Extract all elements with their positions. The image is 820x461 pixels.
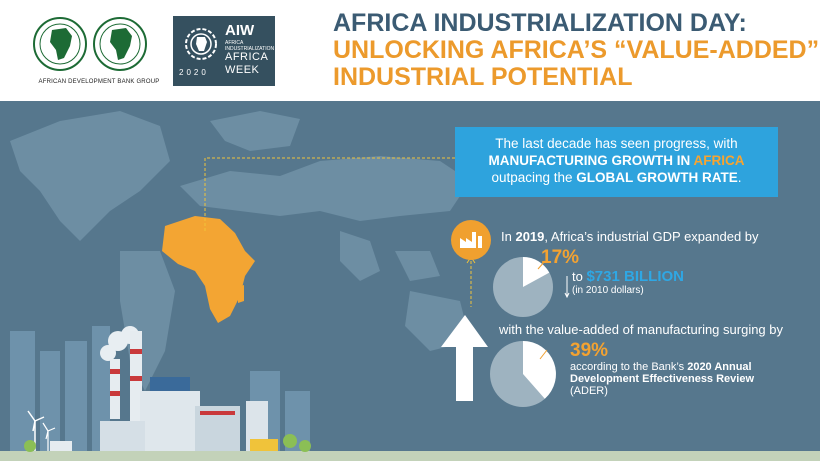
callout-line3c: . <box>737 170 742 185</box>
stat1-to: to <box>572 269 587 284</box>
aiw-africa: AFRICA <box>225 51 269 63</box>
stat1-amount: $731 BILLION <box>586 268 684 285</box>
stat2-line1: according to the Bank’s <box>570 361 688 373</box>
stat1-note: (in 2010 dollars) <box>572 285 644 296</box>
headline-line1: AFRICA INDUSTRIALIZATION DAY: <box>333 9 747 37</box>
stat2-percent: 39% <box>570 340 609 361</box>
africa-highlight <box>162 216 255 323</box>
stat2-line1b: 2020 Annual <box>687 361 752 373</box>
stat1-in: In <box>501 229 516 244</box>
infographic-body: The last decade has seen progress, with … <box>0 101 820 461</box>
callout-line2b: AFRICA <box>693 153 745 168</box>
callout-line3a: outpacing the <box>491 170 577 185</box>
stat1-rest: , Africa’s industrial GDP expanded by <box>544 229 759 244</box>
aiw-logo: AIW AFRICA INDUSTRIALIZATION AFRICA WEEK… <box>173 16 275 86</box>
stat1-text: In 2019, Africa’s industrial GDP expande… <box>501 229 759 244</box>
factory-icon <box>451 220 491 260</box>
stat1-year: 2019 <box>515 229 545 244</box>
aiw-year: 2020 <box>179 68 209 77</box>
callout-box: The last decade has seen progress, with … <box>455 127 778 197</box>
aiw-subtitle: AFRICA INDUSTRIALIZATION <box>225 40 274 52</box>
aiw-week: WEEK <box>225 64 260 76</box>
stat2-source: according to the Bank’s 2020 Annual Deve… <box>570 361 754 397</box>
stat2-line3: (ADER) <box>570 385 608 397</box>
page-title: AFRICA INDUSTRIALIZATION DAY: UNLOCKING … <box>333 10 819 91</box>
stat2-line2: Development Effectiveness Review <box>570 373 755 385</box>
afdb-logo <box>33 17 147 71</box>
afdb-caption: AFRICAN DEVELOPMENT BANK GROUP <box>38 79 160 85</box>
stat2-text: with the value-added of manufacturing su… <box>499 322 784 337</box>
headline-line3: INDUSTRIAL POTENTIAL <box>333 63 633 91</box>
gear-icon <box>185 28 217 60</box>
callout-line1: The last decade has seen progress, with <box>495 136 738 151</box>
callout-line3b: GLOBAL GROWTH RATE <box>576 170 738 185</box>
aiw-title: AIW <box>225 22 255 39</box>
aiw-subtitle-line1: AFRICA <box>225 40 244 46</box>
world-map-illustration <box>0 111 820 461</box>
aiw-subtitle-line2: INDUSTRIALIZATION <box>225 46 275 52</box>
stat1-percent: 17% <box>541 247 580 268</box>
header: AFRICAN DEVELOPMENT BANK GROUP AIW AFRIC… <box>0 0 820 101</box>
stat1-amount-line: to $731 BILLION <box>572 268 684 285</box>
headline-line2: UNLOCKING AFRICA’S “VALUE-ADDED” <box>333 36 820 64</box>
callout-line2a: MANUFACTURING GROWTH IN <box>488 153 694 168</box>
